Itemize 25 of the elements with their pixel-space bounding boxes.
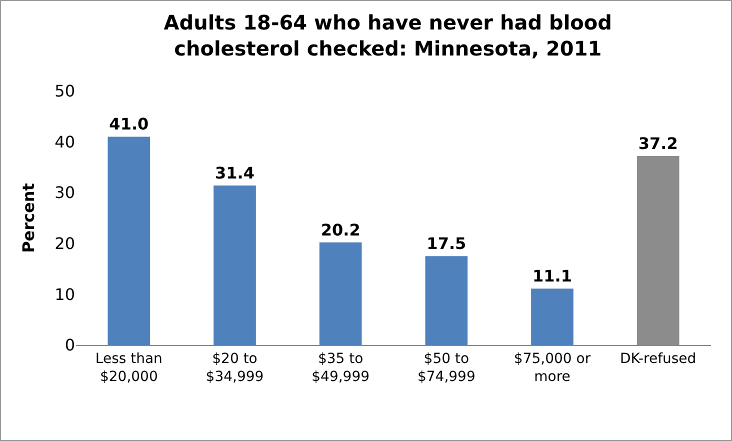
x-tick-label: Less than $20,000 xyxy=(95,350,162,385)
y-tick-label: 40 xyxy=(54,132,75,152)
bar xyxy=(108,136,150,345)
data-label: 31.4 xyxy=(215,163,254,182)
y-tick-label: 30 xyxy=(54,183,75,202)
y-tick-label: 20 xyxy=(54,234,75,253)
bar xyxy=(214,185,256,345)
x-tick-label: $75,000 or more xyxy=(514,350,591,385)
x-tick-label: $50 to $74,999 xyxy=(417,350,476,385)
y-tick-label: 0 xyxy=(64,336,75,355)
x-tick-label: $20 to $34,999 xyxy=(206,350,264,385)
data-label: 20.2 xyxy=(320,220,360,240)
data-label: 11.1 xyxy=(532,266,572,286)
x-tick-label: DK-refused xyxy=(620,350,696,367)
bar xyxy=(319,242,362,345)
data-label: 37.2 xyxy=(638,134,678,154)
y-tick-label: 50 xyxy=(54,82,75,101)
data-label: 17.5 xyxy=(426,234,466,254)
x-tick-label: $35 to $49,999 xyxy=(312,350,370,385)
y-axis-title: Percent xyxy=(19,182,38,253)
data-label: 41.0 xyxy=(109,114,149,134)
y-tick-label: 10 xyxy=(54,284,75,304)
bar xyxy=(531,288,574,345)
chart-title: Adults 18-64 who have never had blood cholesterol checked: Minnesota, 2011 xyxy=(164,10,612,61)
bar xyxy=(425,256,468,345)
